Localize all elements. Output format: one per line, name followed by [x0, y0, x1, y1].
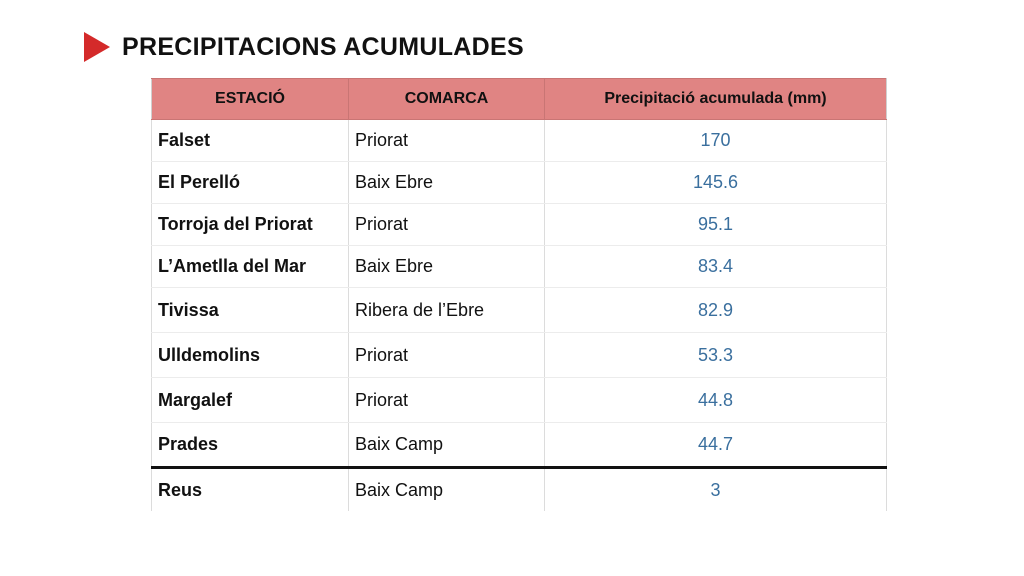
table-row: Reus Baix Camp 3 — [151, 466, 887, 511]
station-cell: Reus — [151, 466, 349, 511]
precipitation-cell: 3 — [544, 466, 887, 511]
station-cell: Prades — [151, 422, 349, 468]
triangle-marker-icon — [84, 32, 110, 62]
page-title: PRECIPITACIONS ACUMULADES — [122, 32, 524, 61]
station-cell: L’Ametlla del Mar — [151, 245, 349, 288]
table-row: Tivissa Ribera de l’Ebre 82.9 — [151, 287, 887, 333]
comarca-cell: Ribera de l’Ebre — [348, 287, 545, 333]
station-cell: El Perelló — [151, 161, 349, 204]
table-row: Falset Priorat 170 — [151, 119, 887, 162]
precipitation-cell: 95.1 — [544, 203, 887, 246]
precipitation-cell: 44.7 — [544, 422, 887, 468]
table-body: Falset Priorat 170 El Perelló Baix Ebre … — [151, 119, 887, 511]
precipitation-cell: 83.4 — [544, 245, 887, 288]
table-row: Torroja del Priorat Priorat 95.1 — [151, 203, 887, 246]
table-header-row: ESTACIÓ COMARCA Precipitació acumulada (… — [151, 78, 887, 120]
precipitation-cell: 170 — [544, 119, 887, 162]
comarca-cell: Baix Ebre — [348, 245, 545, 288]
table-row: Prades Baix Camp 44.7 — [151, 422, 887, 468]
station-cell: Ulldemolins — [151, 332, 349, 378]
precipitation-cell: 44.8 — [544, 377, 887, 423]
table-row: L’Ametlla del Mar Baix Ebre 83.4 — [151, 245, 887, 288]
precipitation-cell: 82.9 — [544, 287, 887, 333]
comarca-cell: Baix Camp — [348, 466, 545, 511]
table-row: El Perelló Baix Ebre 145.6 — [151, 161, 887, 204]
table-row: Ulldemolins Priorat 53.3 — [151, 332, 887, 378]
precipitation-table: ESTACIÓ COMARCA Precipitació acumulada (… — [151, 78, 887, 511]
comarca-cell: Priorat — [348, 119, 545, 162]
comarca-cell: Priorat — [348, 377, 545, 423]
precipitation-cell: 53.3 — [544, 332, 887, 378]
comarca-cell: Baix Ebre — [348, 161, 545, 204]
column-header-comarca: COMARCA — [348, 78, 545, 120]
station-cell: Tivissa — [151, 287, 349, 333]
station-cell: Falset — [151, 119, 349, 162]
table-row: Margalef Priorat 44.8 — [151, 377, 887, 423]
comarca-cell: Priorat — [348, 203, 545, 246]
column-header-station: ESTACIÓ — [151, 78, 349, 120]
table-header: ESTACIÓ COMARCA Precipitació acumulada (… — [151, 78, 887, 120]
column-header-precipitation: Precipitació acumulada (mm) — [544, 78, 887, 120]
station-cell: Torroja del Priorat — [151, 203, 349, 246]
comarca-cell: Baix Camp — [348, 422, 545, 468]
page-header: PRECIPITACIONS ACUMULADES — [84, 30, 524, 64]
comarca-cell: Priorat — [348, 332, 545, 378]
station-cell: Margalef — [151, 377, 349, 423]
precipitation-cell: 145.6 — [544, 161, 887, 204]
